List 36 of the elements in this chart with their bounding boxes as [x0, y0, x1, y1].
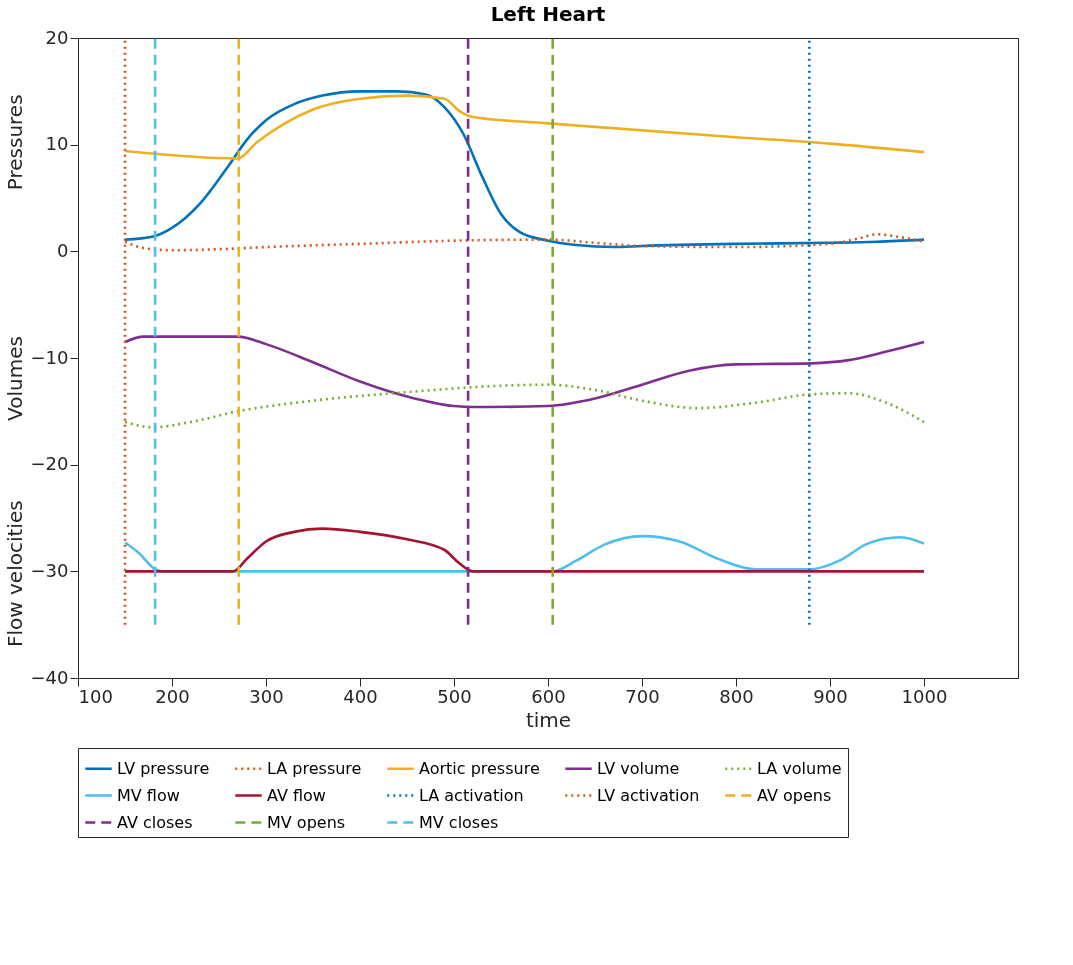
y-tick-label: 10	[45, 133, 69, 155]
text: Pressures	[3, 94, 27, 191]
x-tick-label: 200	[155, 685, 190, 707]
legend-label: LV activation	[597, 785, 700, 805]
legend-label: AV flow	[267, 785, 326, 805]
x-axis-title: time	[525, 707, 572, 732]
legend-label: LV volume	[597, 758, 680, 778]
y-tick-label: 0	[57, 239, 69, 261]
x-tick-label: 100	[78, 685, 113, 707]
legend-label: MV opens	[267, 812, 346, 832]
x-tick-label: 400	[343, 685, 378, 707]
text: Volumes	[3, 336, 27, 421]
x-tick-label: 300	[249, 685, 284, 707]
legend-label: LA pressure	[267, 758, 362, 778]
legend-label: MV closes	[419, 812, 499, 832]
legend-label: MV flow	[117, 785, 180, 805]
x-tick-label: 900	[813, 685, 848, 707]
y-tick-label: 20	[45, 26, 69, 48]
legend-label: Aortic pressure	[419, 758, 540, 778]
y-tick-label: −10	[30, 346, 69, 368]
legend-label: AV opens	[757, 785, 832, 805]
x-tick-label: 500	[437, 685, 472, 707]
legend-label: LV pressure	[117, 758, 210, 778]
y-tick-label: −40	[30, 666, 69, 688]
chart-title: Left Heart	[490, 2, 606, 26]
y-tick-label: −30	[30, 559, 69, 581]
legend-label: AV closes	[117, 812, 193, 832]
x-tick-label: 1000	[901, 685, 948, 707]
y-tick-label: −20	[30, 453, 69, 475]
legend-label: LA volume	[757, 758, 842, 778]
line-series	[123, 527, 926, 573]
x-tick-label: 600	[531, 685, 566, 707]
text: Flow velocities	[3, 500, 27, 647]
x-tick-label: 800	[719, 685, 754, 707]
x-tick-label: 700	[625, 685, 660, 707]
legend-label: LA activation	[419, 785, 524, 805]
